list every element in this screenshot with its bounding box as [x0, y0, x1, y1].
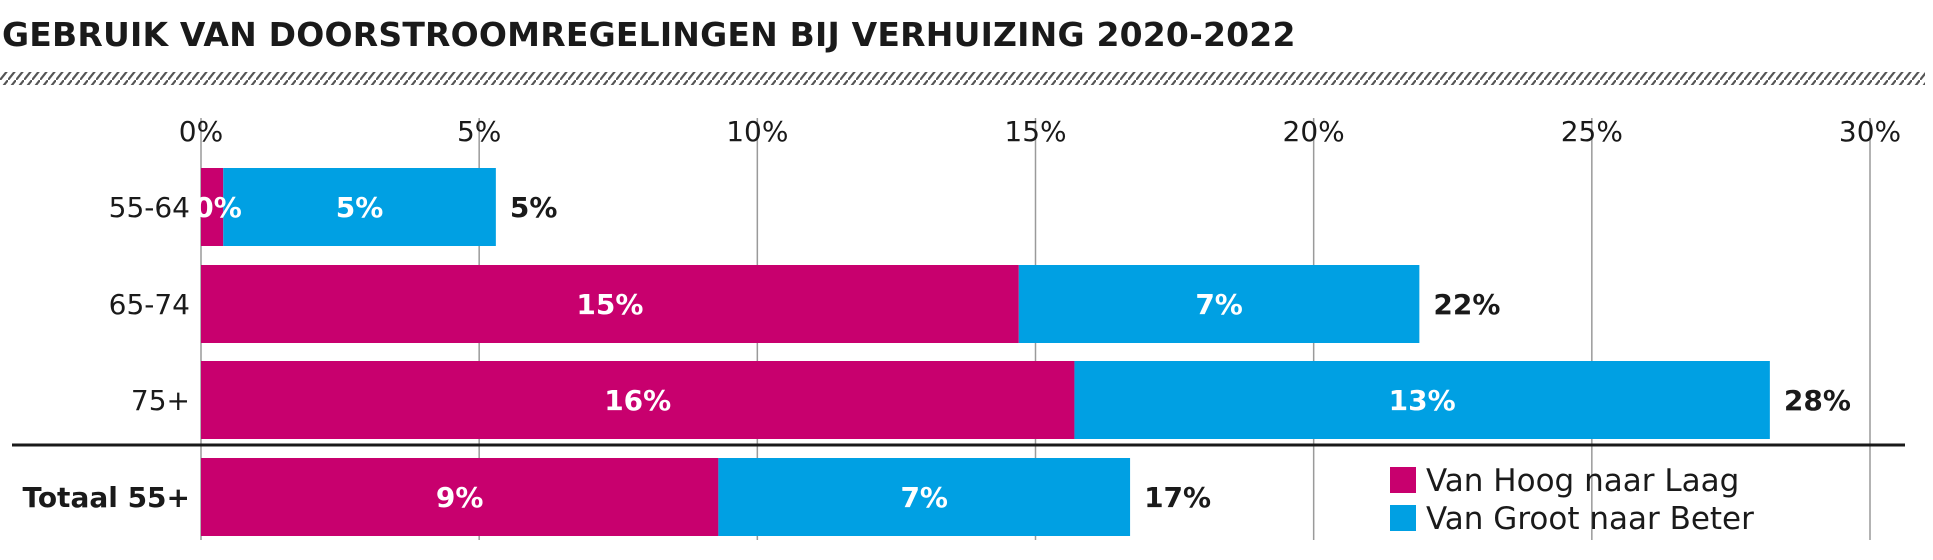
total-label: 17%	[1144, 481, 1211, 514]
data-label: 13%	[1389, 384, 1456, 417]
x-tick-label: 0%	[179, 115, 223, 148]
x-tick-label: 25%	[1561, 115, 1623, 148]
title-hatch-rule	[0, 72, 1925, 85]
x-tick-label: 30%	[1839, 115, 1901, 148]
x-tick-label: 20%	[1283, 115, 1345, 148]
chart-title: GEBRUIK VAN DOORSTROOMREGELINGEN BIJ VER…	[2, 15, 1296, 54]
legend-swatch	[1390, 467, 1416, 493]
category-label: 65-74	[109, 288, 190, 321]
total-label: 28%	[1784, 384, 1851, 417]
x-tick-label: 5%	[457, 115, 501, 148]
category-label: Totaal 55+	[22, 481, 190, 514]
x-tick-label: 10%	[726, 115, 788, 148]
category-labels: 55-64 65-74 75+ Totaal 55+	[22, 191, 190, 514]
bar-segment	[201, 265, 1019, 343]
bar-segment	[223, 168, 496, 246]
total-label: 5%	[510, 191, 558, 224]
bar-segment	[718, 458, 1131, 536]
data-label: 7%	[900, 481, 948, 514]
bar-segment	[201, 168, 224, 246]
legend-swatch	[1390, 505, 1416, 531]
bar-segment	[201, 361, 1075, 439]
data-label: 0%	[194, 191, 242, 224]
data-label: 5%	[336, 191, 384, 224]
data-label: 15%	[576, 288, 643, 321]
x-axis: 0% 5% 10% 15% 20% 25% 30%	[179, 115, 1901, 148]
data-label: 7%	[1195, 288, 1243, 321]
category-label: 75+	[131, 384, 190, 417]
category-label: 55-64	[109, 191, 190, 224]
bars: 0% 5% 5% 15% 7% 22% 16% 13% 28% 9% 7% 17%	[194, 168, 1851, 536]
data-label: 9%	[436, 481, 484, 514]
legend-label: Van Hoog naar Laag	[1426, 463, 1739, 499]
bar-segment	[1074, 361, 1770, 439]
bar-segment	[1018, 265, 1420, 343]
bar-segment	[201, 458, 719, 536]
data-label: 16%	[604, 384, 671, 417]
total-label: 22%	[1433, 288, 1500, 321]
legend-label: Van Groot naar Beter	[1426, 501, 1754, 537]
x-tick-label: 15%	[1004, 115, 1066, 148]
